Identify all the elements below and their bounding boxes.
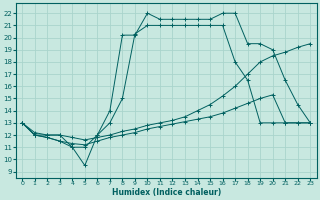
X-axis label: Humidex (Indice chaleur): Humidex (Indice chaleur) [112, 188, 221, 197]
